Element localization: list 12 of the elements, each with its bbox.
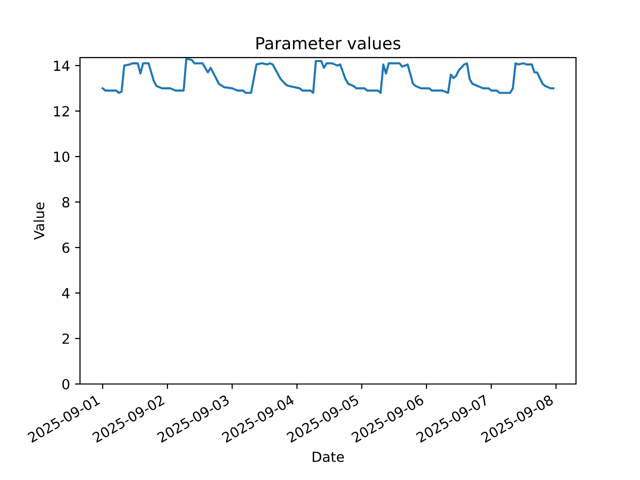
y-tick-label: 4	[62, 288, 70, 298]
y-axis-title: Value	[34, 202, 44, 240]
y-tick-label: 6	[62, 242, 70, 253]
y-tick-label: 2	[62, 333, 69, 344]
x-axis-title: Date	[312, 452, 344, 462]
y-tick-label: 12	[54, 106, 69, 116]
line-series	[102, 58, 554, 94]
y-tick-label: 10	[54, 152, 70, 162]
chart-title: Parameter values	[256, 36, 400, 50]
y-tick-label: 14	[54, 60, 70, 71]
y-tick-label: 0	[62, 378, 70, 390]
y-tick-label: 8	[62, 197, 70, 208]
